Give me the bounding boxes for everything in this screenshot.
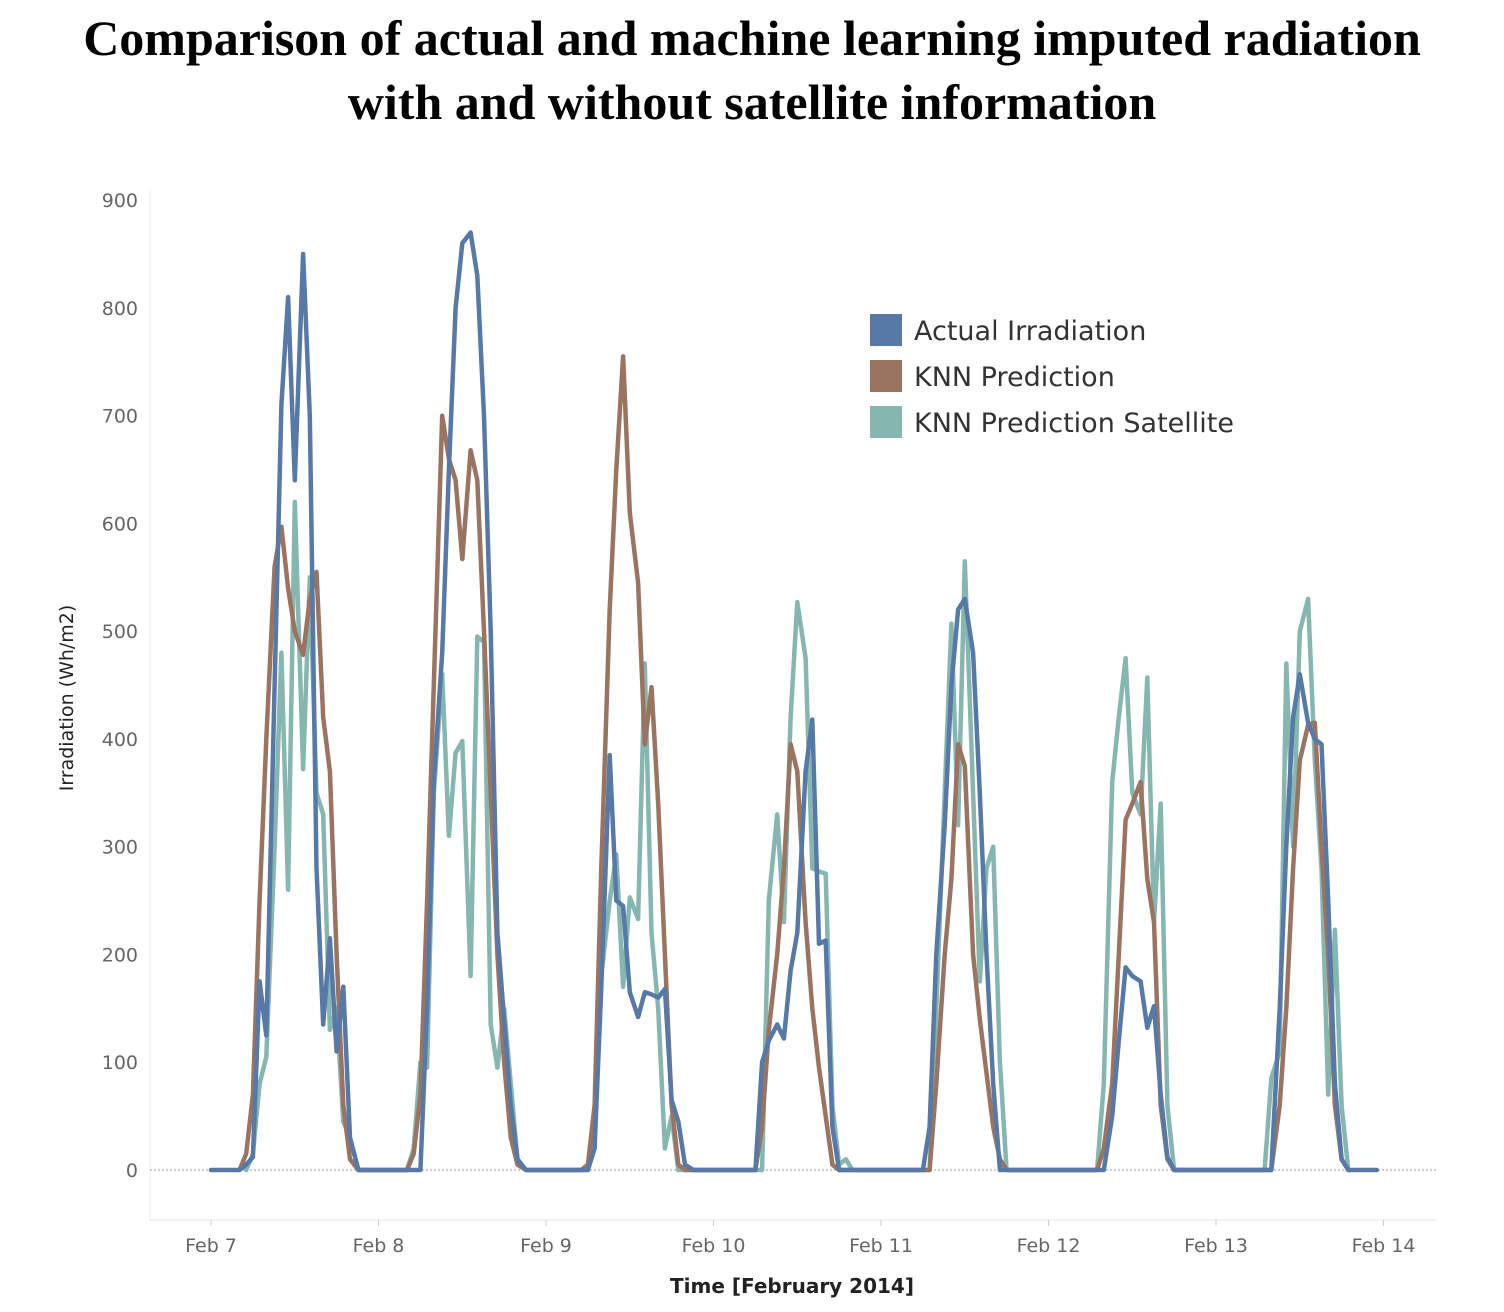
x-tick-label: Feb 11 <box>849 1235 913 1257</box>
legend-label-actual-irradiation: Actual Irradiation <box>914 316 1146 347</box>
legend-swatch-actual-irradiation <box>870 314 902 346</box>
series-line-knn-prediction <box>237 354 1351 1173</box>
chart-title-line-1: Comparison of actual and machine learnin… <box>83 10 1421 66</box>
chart-axes: 0 100 200 300 400 500 600 700 800 900 Feb 7 Feb 8 Fe… <box>102 190 1436 1257</box>
y-tick-label: 500 <box>102 621 138 643</box>
chart-series <box>208 230 1380 1173</box>
y-tick-label: 0 <box>126 1160 138 1182</box>
x-tick-label: Feb 12 <box>1017 1235 1081 1257</box>
legend-swatch-knn-prediction-satellite <box>870 406 902 438</box>
y-tick-label: 100 <box>102 1052 138 1074</box>
y-tick-label: 200 <box>102 944 138 966</box>
legend-swatch-knn-prediction <box>870 360 902 392</box>
x-tick-label: Feb 9 <box>520 1235 572 1257</box>
chart-title: Comparison of actual and machine learnin… <box>0 6 1504 134</box>
series-line-knn-prediction-satellite <box>243 499 1351 1173</box>
y-tick-label: 600 <box>102 513 138 535</box>
chart-title-line-2: with and without satellite information <box>347 74 1157 130</box>
x-axis-label: Time [February 2014] <box>670 1274 914 1298</box>
y-axis-label: Irradiation (Wh/m2) <box>56 605 78 792</box>
chart-legend: Actual Irradiation KNN Prediction KNN Pred… <box>870 314 1234 439</box>
y-tick-label: 300 <box>102 837 138 859</box>
x-tick-label: Feb 10 <box>682 1235 746 1257</box>
y-tick-label: 700 <box>102 406 138 428</box>
y-tick-label: 900 <box>102 190 138 212</box>
x-tick-label: Feb 7 <box>185 1235 237 1257</box>
legend-label-knn-prediction: KNN Prediction <box>914 362 1115 393</box>
legend-label-knn-prediction-satellite: KNN Prediction Satellite <box>914 408 1234 439</box>
series-line-actual-irradiation <box>208 230 1380 1173</box>
x-tick-label: Feb 13 <box>1184 1235 1248 1257</box>
x-tick-label: Feb 14 <box>1352 1235 1416 1257</box>
y-tick-label: 800 <box>102 298 138 320</box>
y-tick-label: 400 <box>102 729 138 751</box>
x-tick-label: Feb 8 <box>353 1235 405 1257</box>
